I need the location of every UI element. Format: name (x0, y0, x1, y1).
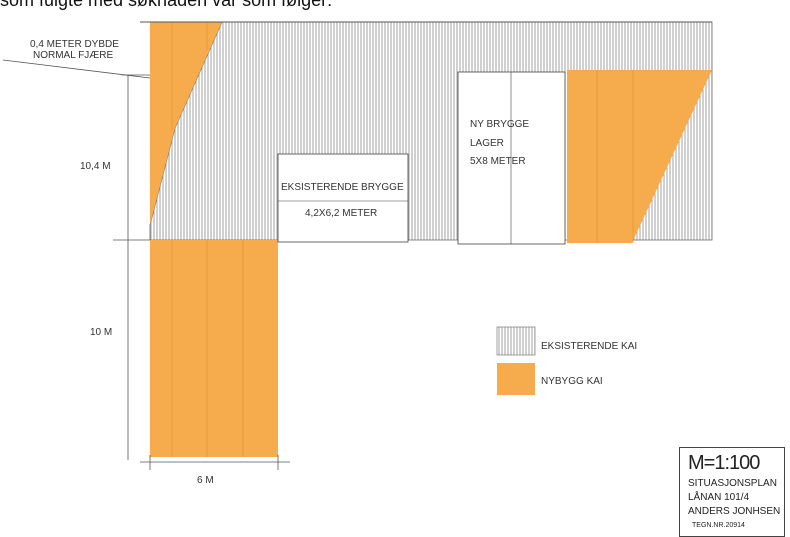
legend-new-label: NYBYGG KAI (541, 376, 603, 387)
depth-label-line2: NORMAL FJÆRE (33, 50, 114, 61)
dimension-width: 6 M (197, 475, 214, 486)
existing-pier-title: EKSISTERENDE BRYGGE (281, 182, 404, 193)
dimension-lines (2, 59, 290, 470)
new-quay-upper-seams (171, 22, 208, 130)
header-text: som fulgte med søknaden var som følger: (0, 0, 333, 10)
new-pier-building (457, 71, 566, 245)
existing-pier-size: 4,2X6,2 METER (305, 208, 377, 219)
new-pier-label-3: 5X8 METER (470, 156, 526, 167)
new-quay-right (567, 70, 712, 243)
new-quay-lower-seams (171, 240, 244, 457)
title-block-drawing-no: TEGN.NR.20914 (692, 522, 745, 529)
existing-pier-building (277, 153, 409, 243)
title-block-line3: ANDERS JONHSEN (688, 506, 781, 517)
title-block-line1: SITUASJONSPLAN (688, 478, 777, 489)
new-pier-label-2: LAGER (470, 138, 504, 149)
new-quay-left-lower (150, 240, 278, 457)
dimension-lower: 10 M (90, 327, 112, 338)
new-quay-right-seams (596, 70, 634, 243)
legend-new-swatch (497, 363, 535, 395)
new-pier-label-1: NY BRYGGE (470, 119, 529, 130)
legend-existing-label: EKSISTERENDE KAI (541, 341, 637, 352)
depth-label-line1: 0,4 METER DYBDE (30, 39, 119, 50)
title-block-scale: M=1:100 (688, 452, 760, 474)
legend-existing-swatch (496, 326, 536, 356)
title-block: M=1:100 SITUASJONSPLAN LÅNAN 101/4 ANDER… (679, 447, 785, 537)
dimension-upper: 10,4 M (80, 161, 111, 172)
title-block-line2: LÅNAN 101/4 (688, 492, 750, 503)
new-quay-left-upper (150, 22, 222, 225)
